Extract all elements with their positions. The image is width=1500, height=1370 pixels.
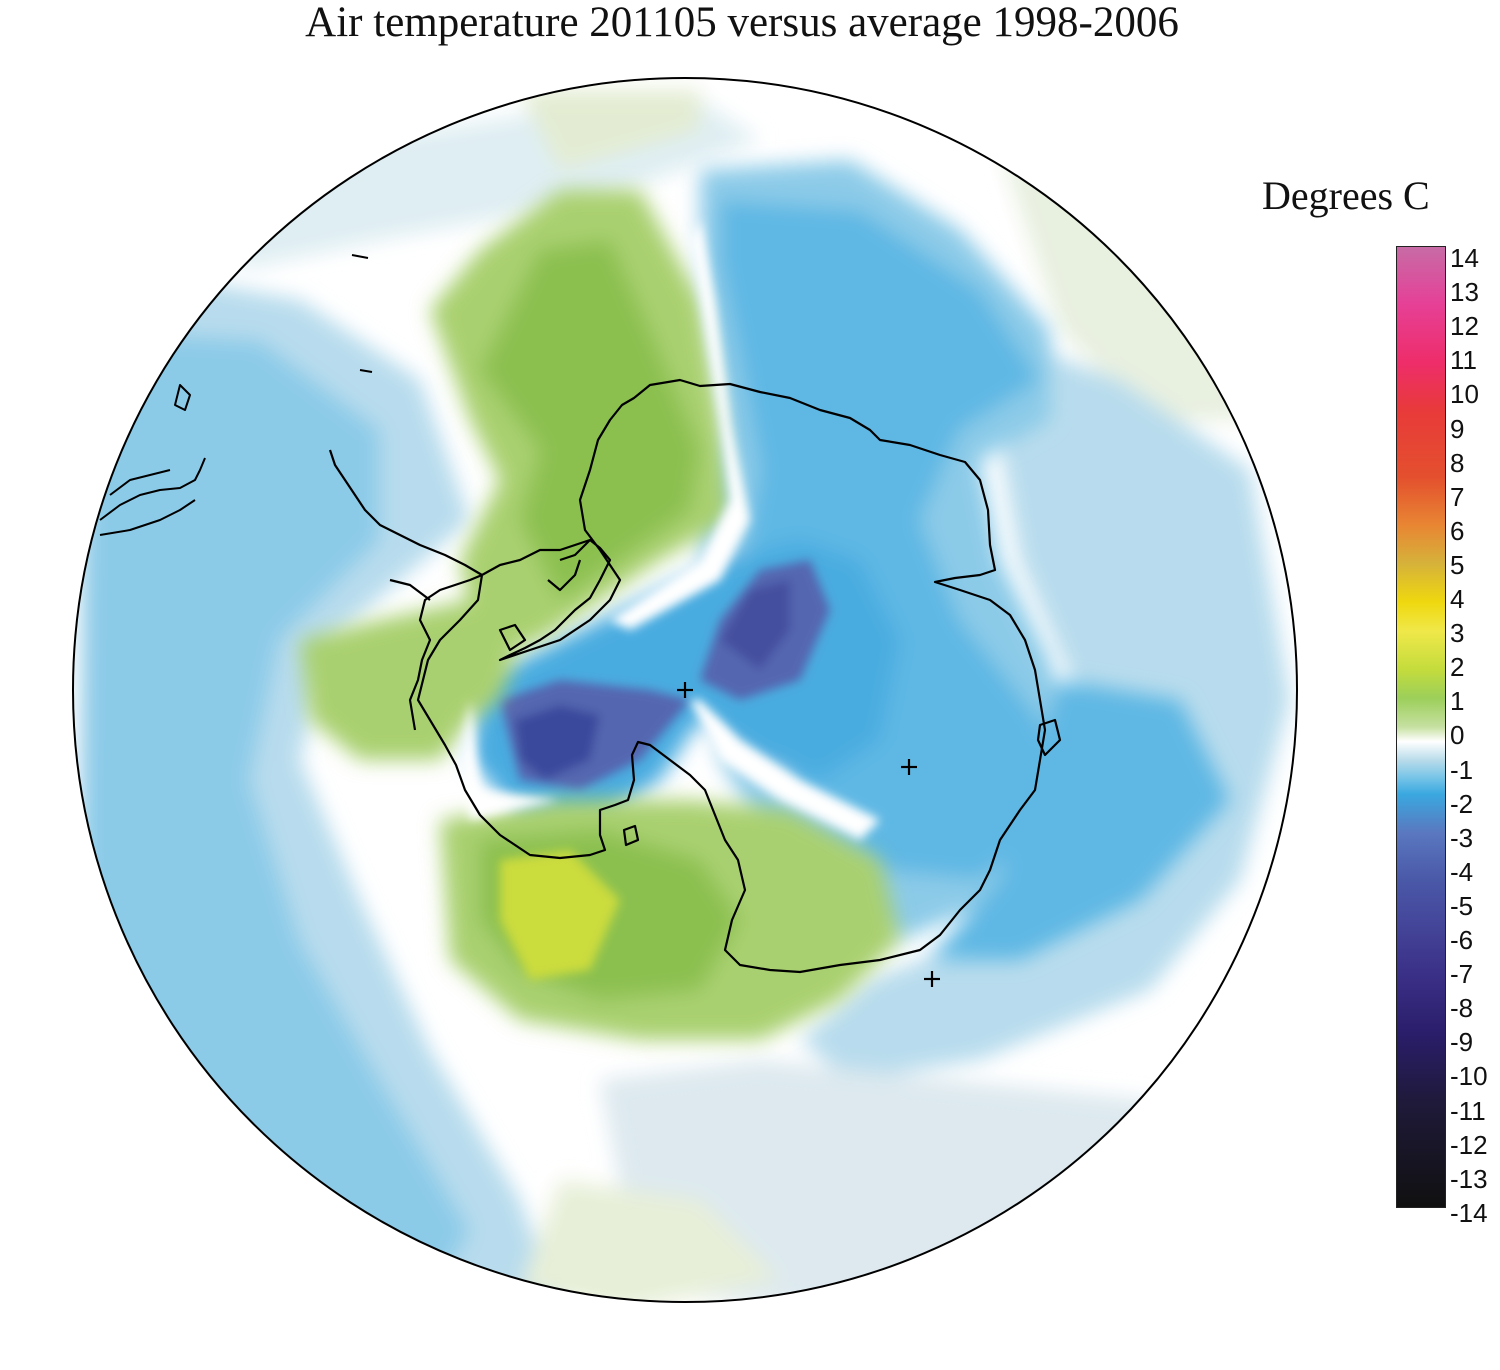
colorbar-tick-label: 12: [1450, 311, 1479, 342]
colorbar-tick-label: -9: [1450, 1027, 1474, 1058]
field-greenpale-south: [520, 1180, 780, 1302]
coastline-peninsula: [328, 449, 483, 731]
pole-marker: [677, 682, 693, 698]
colorbar-tick-label: 1: [1450, 686, 1465, 717]
field-green-west: [300, 600, 520, 760]
colorbar-tick-label: 7: [1450, 481, 1465, 512]
colorbar-tick-label: -14: [1450, 1197, 1488, 1228]
colorbar-tick-label: -5: [1450, 890, 1474, 921]
coastline-east-antarctica: [416, 378, 1047, 974]
field-greenpale-north: [520, 90, 700, 170]
station-marker: [924, 971, 940, 987]
coastline-island-1: [498, 623, 527, 652]
colorbar-tick-label: -7: [1450, 959, 1474, 990]
coastline: [328, 378, 1062, 974]
colorbar-tick-label: -13: [1450, 1163, 1488, 1194]
colorbar-tick-label: 13: [1450, 277, 1479, 308]
coastline-south-america: [99, 254, 373, 536]
colorbar-units-label: Degrees C: [1262, 173, 1430, 218]
field-blue-east-ocean: [930, 680, 1230, 960]
colorbar-tick-label: -1: [1450, 754, 1474, 785]
field-zero-channel: [610, 220, 750, 630]
colorbar-tick-label: 11: [1450, 345, 1477, 376]
field-zero-channel-3: [460, 700, 560, 820]
colorbar-tick-label: -2: [1450, 788, 1474, 819]
colorbar-tick-label: 8: [1450, 447, 1465, 478]
field-pale-northeast: [1000, 150, 1250, 420]
colorbar-tick-label: 14: [1450, 243, 1479, 273]
colorbar-tick-label: -3: [1450, 822, 1474, 853]
station-marker: [901, 759, 917, 775]
colorbar: [1396, 246, 1446, 1208]
field-blue-east-outer: [800, 330, 1290, 1080]
coastline-island-2: [1036, 718, 1062, 757]
colorbar-tick-label: -4: [1450, 856, 1474, 887]
field-purple-core-1: [515, 705, 600, 780]
coastline-ross-ice: [547, 539, 591, 592]
field-zero-channel-2: [690, 700, 880, 840]
colorbar-tick-label: 6: [1450, 515, 1465, 546]
colorbar-tick-label: 9: [1450, 413, 1465, 444]
colorbar-tick-label: -8: [1450, 993, 1474, 1024]
field-yellowgreen: [500, 850, 620, 980]
field-green-north-core: [480, 240, 700, 600]
colorbar-tick-label: 3: [1450, 618, 1465, 649]
coastline-island-3: [622, 824, 640, 847]
colorbar-tick-label: 5: [1450, 549, 1465, 580]
map-title: Air temperature 201105 versus average 19…: [305, 0, 1179, 46]
anomaly-map: [72, 77, 1298, 1303]
colorbar-tick-label: -10: [1450, 1061, 1488, 1092]
field-purple-core-2: [720, 580, 790, 670]
anomaly-field: [73, 78, 1297, 1302]
map-boundary: [72, 77, 1298, 1303]
colorbar-tick-label: -11: [1450, 1095, 1486, 1126]
colorbar-tick-label: 4: [1450, 584, 1465, 614]
colorbar-tick-label: 0: [1450, 720, 1465, 751]
colorbar-tick-label: 2: [1450, 652, 1465, 683]
colorbar-tick-label: -12: [1450, 1129, 1488, 1160]
colorbar-tick-label: -6: [1450, 925, 1474, 955]
colorbar-tick-label: 10: [1450, 379, 1479, 410]
